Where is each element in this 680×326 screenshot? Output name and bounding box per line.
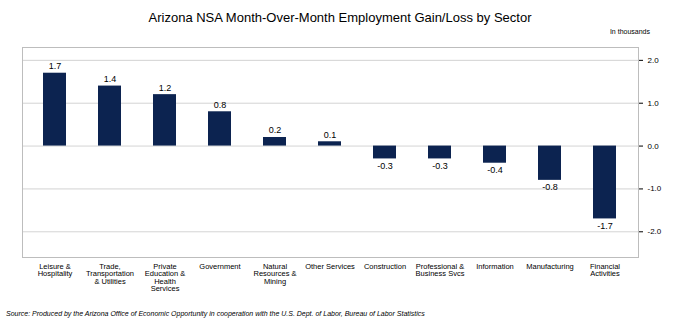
svg-text:Other Services: Other Services [305,262,355,271]
svg-text:Information: Information [476,262,514,271]
svg-text:1.2: 1.2 [159,83,172,93]
svg-text:1.7: 1.7 [49,61,62,71]
svg-text:FinancialActivities: FinancialActivities [590,262,620,279]
svg-text:-1.0: -1.0 [648,184,662,193]
svg-text:1.0: 1.0 [648,99,660,108]
html-text:Source: Produced by the Arizon: Source: Produced by the Arizona Office o… [6,310,425,317]
svg-text:-0.4: -0.4 [487,165,503,175]
svg-text:Trade,Transportation& Utilitie: Trade,Transportation& Utilities [86,262,134,286]
svg-text:2.0: 2.0 [648,56,660,65]
svg-text:-0.3: -0.3 [377,161,393,171]
svg-text:-2.0: -2.0 [648,227,662,236]
svg-text:1.4: 1.4 [104,74,117,84]
svg-text:NaturalResources &Mining: NaturalResources &Mining [254,262,297,286]
html-text:Arizona NSA Month-Over-Month E: Arizona NSA Month-Over-Month Employment … [148,10,532,25]
svg-text:0.2: 0.2 [269,125,282,135]
svg-text:Professional &Business Svcs: Professional &Business Svcs [416,262,465,279]
svg-text:-0.8: -0.8 [542,182,558,192]
svg-text:-0.3: -0.3 [432,161,448,171]
html-text:In thousands: In thousands [609,28,650,35]
svg-text:Leisure &Hospitality: Leisure &Hospitality [38,262,73,279]
svg-text:0.0: 0.0 [648,142,660,151]
svg-text:PrivateEducation &HealthServic: PrivateEducation &HealthServices [145,262,185,294]
svg-text:0.1: 0.1 [324,130,337,140]
svg-text:Government: Government [199,262,241,271]
svg-text:-1.7: -1.7 [597,221,613,231]
svg-text:Construction: Construction [364,262,406,271]
svg-text:Manufacturing: Manufacturing [526,262,574,271]
svg-text:0.8: 0.8 [214,100,227,110]
